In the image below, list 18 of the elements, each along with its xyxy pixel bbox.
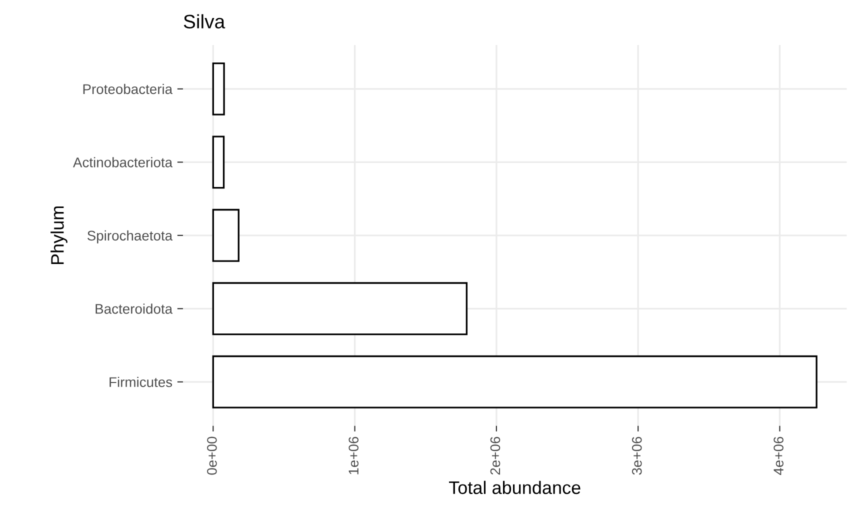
y-tick-label: Spirochaetota xyxy=(87,230,173,244)
bar xyxy=(212,355,818,408)
x-axis-title: Total abundance xyxy=(449,480,580,494)
chart-title: Silva xyxy=(184,14,226,28)
y-tick-label: Bacteroidota xyxy=(96,304,173,314)
bar xyxy=(212,136,225,189)
y-tick-label: Proteobacteria xyxy=(83,84,173,94)
x-tick-label: 0e+00 xyxy=(207,436,217,475)
y-tick-label: Actinobacteriota xyxy=(72,157,173,168)
bar xyxy=(212,282,468,336)
x-tick-label: 3e+06 xyxy=(632,436,642,475)
y-axis-title: Phylum xyxy=(50,206,68,264)
x-tick-label: 2e+06 xyxy=(490,436,500,475)
y-tick-label: Firmicutes xyxy=(110,376,172,388)
x-tick-label: 4e+06 xyxy=(774,436,784,475)
bar xyxy=(212,208,240,262)
x-tick-label: 1e+06 xyxy=(348,436,359,474)
bar xyxy=(212,62,225,116)
